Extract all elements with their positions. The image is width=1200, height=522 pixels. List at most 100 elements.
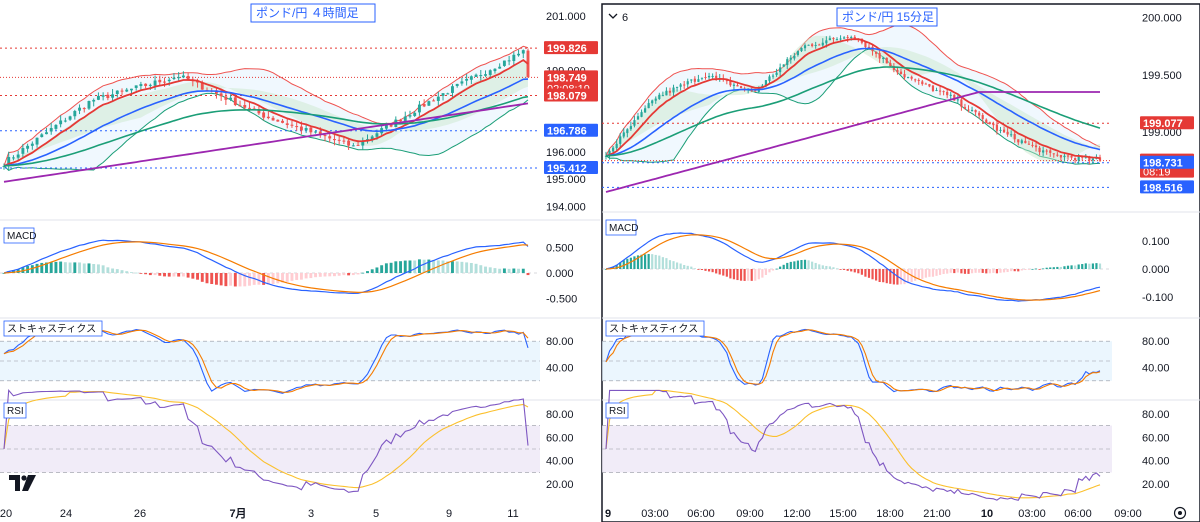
candle[interactable] bbox=[626, 129, 629, 134]
candle[interactable] bbox=[949, 94, 952, 96]
candle[interactable] bbox=[295, 126, 299, 128]
candle[interactable] bbox=[73, 110, 77, 117]
candle[interactable] bbox=[333, 139, 336, 141]
candle[interactable] bbox=[144, 83, 148, 86]
candle[interactable] bbox=[1088, 156, 1091, 161]
candle[interactable] bbox=[318, 131, 322, 135]
candle[interactable] bbox=[615, 143, 618, 149]
candle[interactable] bbox=[224, 96, 228, 100]
candle[interactable] bbox=[864, 41, 867, 48]
candle[interactable] bbox=[771, 75, 775, 77]
candle[interactable] bbox=[821, 42, 824, 46]
candle[interactable] bbox=[1074, 158, 1077, 161]
candle[interactable] bbox=[479, 75, 483, 77]
candle[interactable] bbox=[276, 119, 280, 122]
candle[interactable] bbox=[707, 75, 711, 78]
candle[interactable] bbox=[163, 81, 166, 83]
candle[interactable] bbox=[999, 129, 1002, 131]
price-tag[interactable] bbox=[1140, 116, 1194, 130]
candle[interactable] bbox=[96, 95, 100, 100]
candle[interactable] bbox=[793, 55, 796, 59]
candle[interactable] bbox=[111, 94, 115, 98]
candle[interactable] bbox=[1013, 134, 1016, 140]
candle[interactable] bbox=[290, 124, 294, 126]
candle[interactable] bbox=[789, 57, 792, 60]
candle[interactable] bbox=[1056, 154, 1059, 156]
candle[interactable] bbox=[839, 38, 842, 40]
candle[interactable] bbox=[658, 94, 661, 99]
candle[interactable] bbox=[995, 124, 999, 131]
candle[interactable] bbox=[285, 123, 289, 125]
candle[interactable] bbox=[11, 157, 15, 159]
candle[interactable] bbox=[347, 140, 351, 146]
left-chart[interactable]: 201.000199.000196.000195.000194.000199.8… bbox=[0, 0, 600, 522]
candle[interactable] bbox=[608, 150, 611, 156]
candle[interactable] bbox=[1098, 157, 1102, 161]
candle[interactable] bbox=[328, 136, 332, 139]
candle[interactable] bbox=[903, 74, 906, 78]
candle[interactable] bbox=[935, 90, 938, 92]
candle[interactable] bbox=[238, 105, 242, 107]
candle[interactable] bbox=[796, 51, 800, 56]
candle[interactable] bbox=[846, 37, 849, 39]
candle[interactable] bbox=[917, 79, 920, 81]
candle[interactable] bbox=[1091, 158, 1094, 161]
candle[interactable] bbox=[683, 84, 686, 86]
candle[interactable] bbox=[974, 110, 977, 113]
candle[interactable] bbox=[672, 87, 675, 93]
candle[interactable] bbox=[807, 44, 810, 46]
candle[interactable] bbox=[417, 104, 421, 113]
candle[interactable] bbox=[233, 97, 237, 106]
candle[interactable] bbox=[732, 84, 736, 86]
candle[interactable] bbox=[172, 77, 176, 79]
candle[interactable] bbox=[148, 84, 152, 86]
candle[interactable] bbox=[899, 71, 903, 75]
candle[interactable] bbox=[281, 120, 284, 123]
candle[interactable] bbox=[811, 44, 814, 47]
candle[interactable] bbox=[389, 124, 393, 127]
candle[interactable] bbox=[219, 93, 223, 97]
candle[interactable] bbox=[978, 112, 981, 116]
candle[interactable] bbox=[375, 133, 379, 137]
candle[interactable] bbox=[739, 86, 743, 89]
candle[interactable] bbox=[446, 93, 450, 95]
candle[interactable] bbox=[985, 119, 988, 123]
candle[interactable] bbox=[668, 90, 672, 93]
candle[interactable] bbox=[63, 120, 67, 122]
candle[interactable] bbox=[1049, 150, 1052, 153]
price-tag[interactable] bbox=[544, 41, 598, 55]
candle[interactable] bbox=[992, 123, 995, 126]
candle[interactable] bbox=[153, 80, 157, 86]
candle[interactable] bbox=[1002, 129, 1006, 133]
price-tag[interactable] bbox=[544, 123, 598, 137]
candle[interactable] bbox=[101, 95, 105, 97]
candle[interactable] bbox=[612, 147, 615, 152]
candle[interactable] bbox=[878, 53, 881, 59]
candle[interactable] bbox=[782, 64, 785, 67]
candle[interactable] bbox=[1052, 153, 1055, 155]
candle[interactable] bbox=[455, 83, 459, 87]
candle[interactable] bbox=[764, 80, 768, 86]
candle[interactable] bbox=[924, 83, 927, 85]
candle[interactable] bbox=[938, 90, 942, 92]
candle[interactable] bbox=[30, 143, 34, 146]
candle[interactable] bbox=[832, 37, 835, 39]
candle[interactable] bbox=[309, 127, 313, 133]
candle[interactable] bbox=[181, 75, 185, 78]
candle[interactable] bbox=[484, 74, 487, 76]
candle[interactable] bbox=[498, 66, 502, 69]
candle[interactable] bbox=[715, 75, 718, 79]
candle[interactable] bbox=[867, 46, 871, 48]
settings-button[interactable] bbox=[1173, 506, 1187, 520]
candle[interactable] bbox=[257, 109, 261, 114]
candle[interactable] bbox=[512, 54, 516, 62]
candle[interactable] bbox=[711, 75, 714, 77]
candle[interactable] bbox=[700, 77, 704, 79]
candle[interactable] bbox=[1077, 156, 1080, 161]
candle[interactable] bbox=[661, 95, 664, 97]
candle[interactable] bbox=[1059, 154, 1063, 158]
candle[interactable] bbox=[885, 57, 888, 64]
candle[interactable] bbox=[654, 98, 657, 101]
candle[interactable] bbox=[775, 72, 778, 75]
candle[interactable] bbox=[16, 154, 20, 158]
